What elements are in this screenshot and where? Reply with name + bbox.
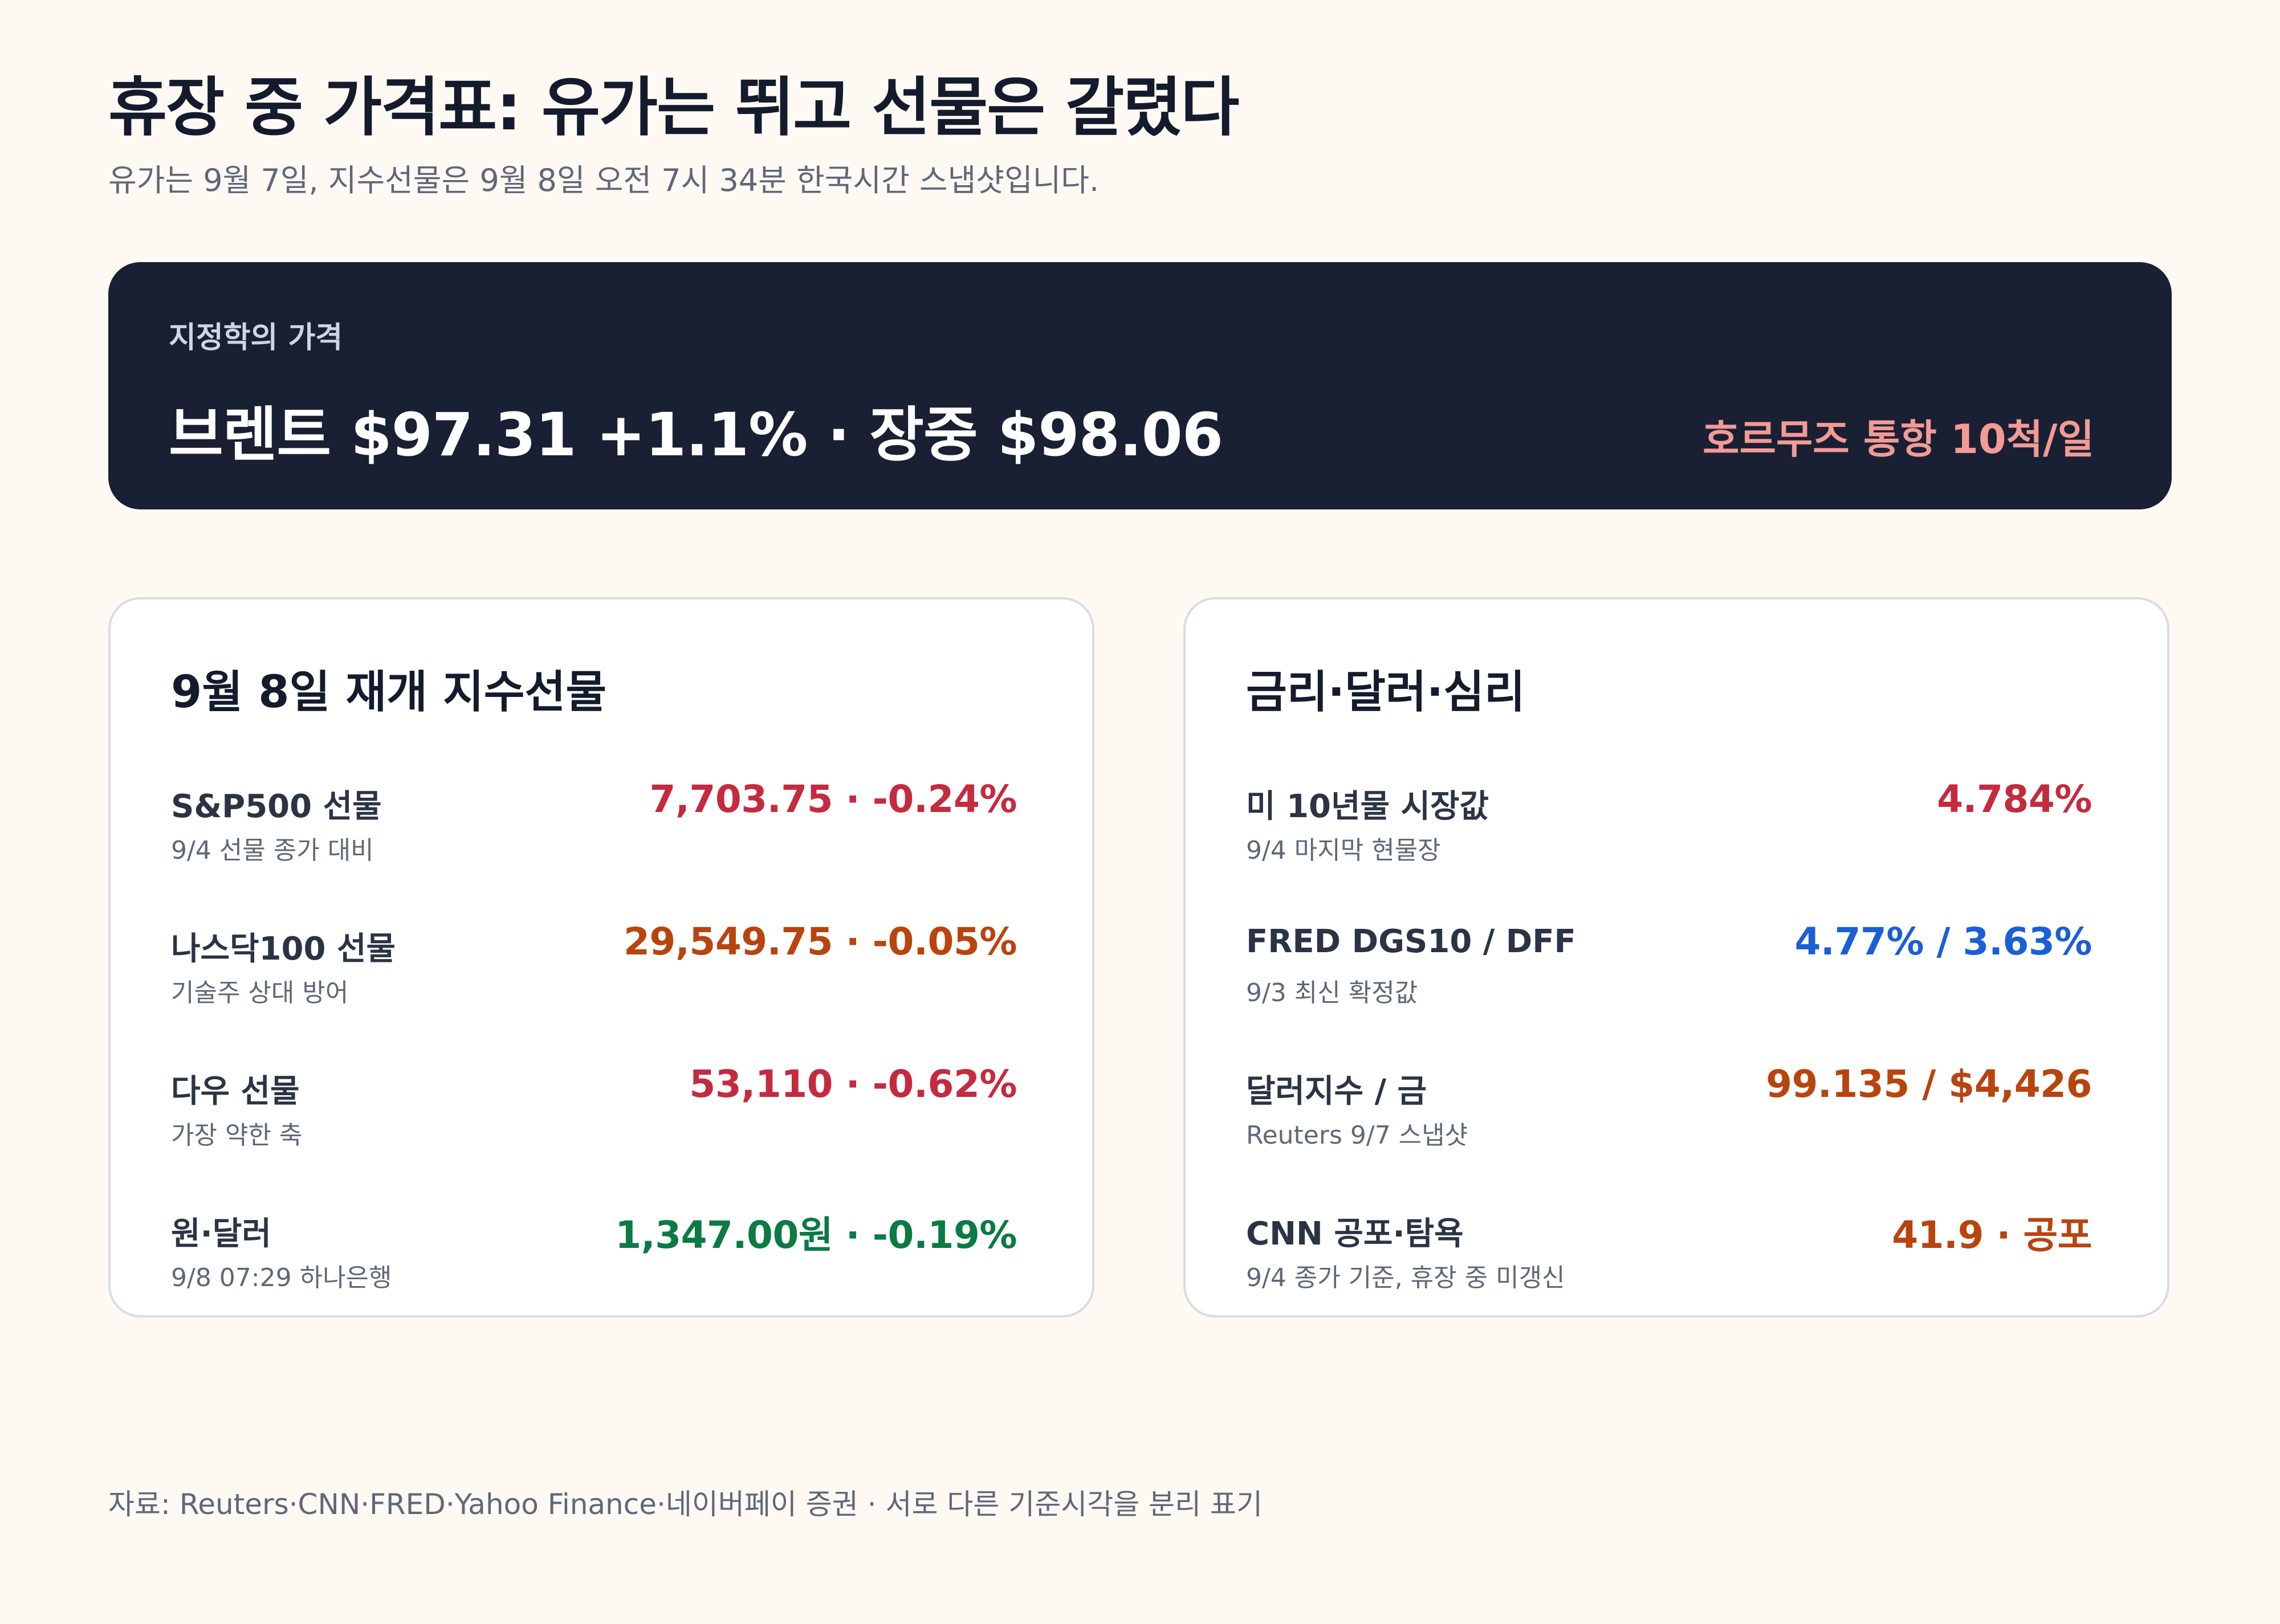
futures-row-nasdaq100: 나스닥100 선물 기술주 상대 방어 29,549.75 · -0.05% (171, 920, 1017, 1037)
page-subtitle: 유가는 9월 7일, 지수선물은 9월 8일 오전 7시 34분 한국시간 스냅… (108, 162, 1100, 198)
rates-row-fred: FRED DGS10 / DFF 9/3 최신 확정값 4.77% / 3.63… (1246, 920, 2092, 1037)
row-label: 나스닥100 선물 (171, 931, 396, 968)
row-label: FRED DGS10 / DFF (1246, 923, 1576, 960)
row-value: 29,549.75 · -0.05% (624, 920, 1017, 964)
row-value: 41.9 · 공포 (1892, 1213, 2092, 1257)
row-note: 9/4 마지막 현물장 (1246, 836, 1441, 865)
futures-row-dow: 다우 선물 가장 약한 축 53,110 · -0.62% (171, 1062, 1017, 1180)
row-label: 다우 선물 (171, 1073, 300, 1110)
hero-banner: 지정학의 가격 브렌트 $97.31 +1.1% · 장중 $98.06 호르무… (108, 262, 2172, 509)
row-note: Reuters 9/7 스냅샷 (1246, 1121, 1468, 1150)
row-note: 9/4 선물 종가 대비 (171, 836, 374, 865)
row-note: 9/8 07:29 하나은행 (171, 1263, 392, 1292)
futures-card: 9월 8일 재개 지수선물 S&P500 선물 9/4 선물 종가 대비 7,7… (108, 597, 1094, 1317)
row-note: 9/3 최신 확정값 (1246, 978, 1418, 1007)
row-note: 기술주 상대 방어 (171, 978, 349, 1007)
rates-row-dxy-gold: 달러지수 / 금 Reuters 9/7 스냅샷 99.135 / $4,426 (1246, 1062, 2092, 1180)
row-label: 원·달러 (171, 1215, 271, 1252)
source-footnote: 자료: Reuters·CNN·FRED·Yahoo Finance·네이버페이… (108, 1488, 1263, 1521)
hero-brent-price: 브렌트 $97.31 +1.1% · 장중 $98.06 (169, 400, 1223, 470)
row-note: 가장 약한 축 (171, 1121, 303, 1150)
row-label: S&P500 선물 (171, 788, 382, 825)
row-value: 99.135 / $4,426 (1766, 1062, 2092, 1106)
row-value: 4.77% / 3.63% (1794, 920, 2092, 964)
futures-row-krw-usd: 원·달러 9/8 07:29 하나은행 1,347.00원 · -0.19% (171, 1208, 1017, 1322)
rates-card-title: 금리·달러·심리 (1246, 667, 1525, 718)
rates-row-us10y: 미 10년물 시장값 9/4 마지막 현물장 4.784% (1246, 777, 2092, 895)
hero-kicker: 지정학의 가격 (169, 321, 343, 355)
row-label: 달러지수 / 금 (1246, 1073, 1427, 1110)
row-value: 4.784% (1937, 777, 2092, 821)
rates-row-fear-greed: CNN 공포·탐욕 9/4 종가 기준, 휴장 중 미갱신 41.9 · 공포 (1246, 1208, 2092, 1322)
row-label: CNN 공포·탐욕 (1246, 1215, 1464, 1252)
hero-hormuz-transit: 호르무즈 통항 10척/일 (1703, 416, 2094, 463)
row-value: 53,110 · -0.62% (689, 1062, 1017, 1106)
futures-card-title: 9월 8일 재개 지수선물 (171, 667, 607, 718)
row-value: 7,703.75 · -0.24% (649, 777, 1017, 821)
futures-row-sp500: S&P500 선물 9/4 선물 종가 대비 7,703.75 · -0.24% (171, 777, 1017, 895)
row-value: 1,347.00원 · -0.19% (615, 1213, 1017, 1257)
row-label: 미 10년물 시장값 (1246, 788, 1489, 825)
rates-card: 금리·달러·심리 미 10년물 시장값 9/4 마지막 현물장 4.784% F… (1183, 597, 2169, 1317)
page-title: 휴장 중 가격표: 유가는 뛰고 선물은 갈렸다 (108, 71, 1239, 145)
row-note: 9/4 종가 기준, 휴장 중 미갱신 (1246, 1263, 1565, 1292)
